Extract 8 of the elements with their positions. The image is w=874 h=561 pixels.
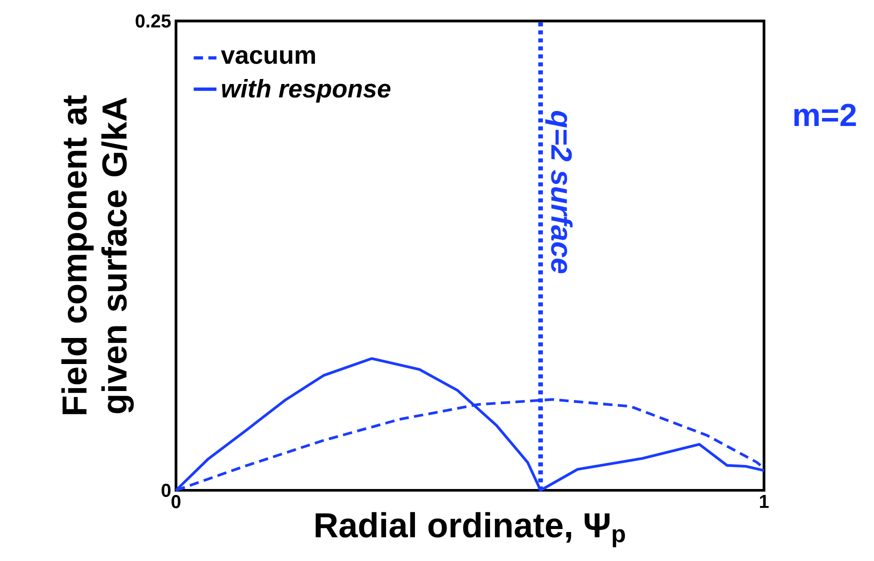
y-axis-title: Field component at given surface G/kA (61, 95, 134, 414)
text: m=2 (794, 104, 856, 126)
x-axis-title: Radial ordinate, Ψ$_{p}$ (316, 512, 625, 548)
legend-label: vacuum (220, 50, 315, 64)
x-tick-label: 1 (760, 495, 769, 508)
legend-label: with response (222, 79, 390, 103)
y-tick-label: 0.25 (136, 14, 171, 28)
annotation: q=2 surface (545, 111, 573, 274)
